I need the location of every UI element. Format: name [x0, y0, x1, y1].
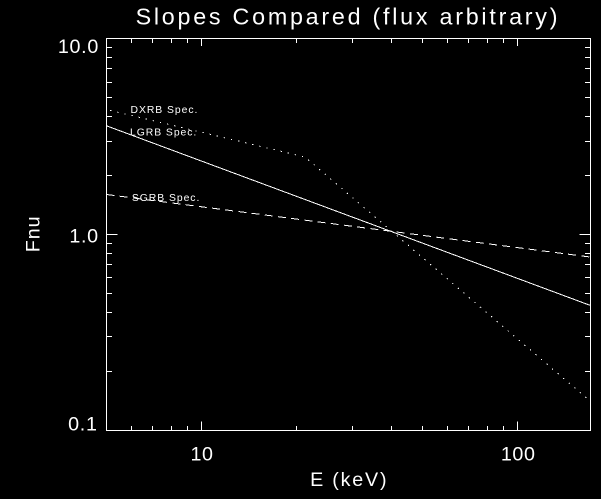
svg-text:LGRB Spec.: LGRB Spec. [130, 128, 197, 139]
svg-text:SGRB Spec.: SGRB Spec. [132, 193, 200, 204]
svg-text:0.1: 0.1 [68, 414, 97, 436]
svg-text:DXRB Spec.: DXRB Spec. [131, 105, 199, 116]
svg-text:E (keV): E (keV) [310, 469, 388, 491]
svg-text:Fnu: Fnu [22, 215, 44, 252]
svg-text:10: 10 [190, 444, 213, 466]
svg-text:1.0: 1.0 [69, 226, 98, 248]
svg-text:Slopes Compared (flux arbitrar: Slopes Compared (flux arbitrary) [136, 4, 561, 30]
svg-text:10.0: 10.0 [58, 36, 99, 58]
svg-text:100: 100 [501, 444, 536, 466]
